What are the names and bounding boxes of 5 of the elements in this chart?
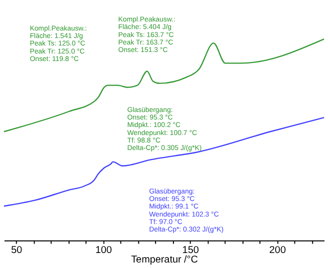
- x-axis-title: Temperatur /°C: [131, 254, 198, 266]
- x-tick-label: 100: [95, 244, 112, 256]
- x-tick-label: 150: [182, 244, 200, 256]
- x-tick-label: 200: [269, 244, 286, 256]
- x-tick-label: 50: [11, 244, 23, 256]
